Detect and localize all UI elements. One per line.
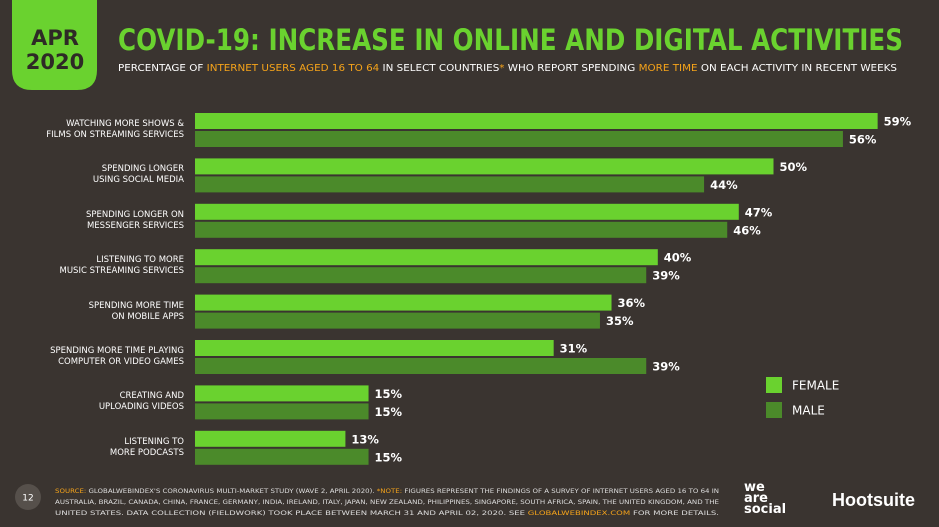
text-part: * [499,63,504,74]
value-label: 59% [884,115,912,129]
bar [195,340,554,356]
legend-label: FEMALE [792,379,839,393]
bar [195,312,600,329]
text-part: SOURCE: [55,488,86,495]
footer-line: SOURCE: GLOBALWEBINDEX'S CORONAVIRUS MUL… [55,488,719,495]
text-part: GLOBALWEBINDEX'S CORONAVIRUS MULTI-MARKE… [86,488,377,495]
legend-swatch [766,377,782,393]
page-number: 12 [22,494,33,504]
text-part: MORE TIME [639,63,698,74]
text-part: PERCENTAGE OF [118,63,207,74]
bar [195,176,705,193]
bar [195,267,647,284]
value-label: 36% [618,296,646,310]
text-part: IN SELECT COUNTRIES [379,63,499,74]
category-label: SPENDING LONGER ON MESSENGER SERVICES [85,209,184,231]
category-label: SPENDING MORE TIME ON MOBILE APPS [88,300,184,322]
bar [195,403,369,420]
value-label: 15% [375,405,403,419]
value-label: 44% [710,178,738,192]
value-label: 40% [664,251,692,265]
category-label: LISTENING TO MORE MUSIC STREAMING SERVIC… [59,255,185,277]
badge [12,0,97,90]
legend-swatch [766,402,782,418]
bar [195,358,647,374]
text-part: FOR MORE DETAILS. [630,510,719,517]
page-badge [15,484,41,510]
text-part: UNITED STATES. DATA COLLECTION (FIELDWOR… [55,510,528,517]
value-label: 31% [560,342,588,356]
value-label: 35% [606,314,634,328]
text-part: ON EACH ACTIVITY IN RECENT WEEKS [698,63,897,74]
value-label: 39% [652,360,680,374]
bar [195,430,346,447]
badge-year: 2020 [26,50,84,74]
title: COVID-19: INCREASE IN ONLINE AND DIGITAL… [118,23,903,57]
category-label: SPENDING MORE TIME PLAYING COMPUTER OR V… [50,346,184,367]
category-label: SPENDING LONGER USING SOCIAL MEDIA [92,164,184,186]
bar [195,385,369,402]
bar [195,448,369,465]
text-part: AUSTRALIA, BRAZIL, CANADA, CHINA, FRANCE… [55,499,719,506]
category-label: WATCHING MORE SHOWS & FILMS ON STREAMING… [46,119,184,140]
bar [195,203,739,220]
bar [195,294,612,311]
value-label: 15% [375,387,403,401]
text-part: FIGURES REPRESENT THE FINDINGS OF A SURV… [402,488,719,495]
legend-label: MALE [792,404,825,418]
badge-month: APR [31,26,79,50]
logo-hootsuite: Hootsuite [832,490,915,510]
category-label: CREATING AND UPLOADING VIDEOS [98,391,184,413]
value-label: 46% [733,223,761,237]
value-label: 39% [652,269,680,283]
bar [195,131,843,147]
value-label: 47% [745,205,773,219]
value-label: 50% [780,160,808,174]
text-part: WHO REPORT SPENDING [504,63,638,74]
subtitle: PERCENTAGE OF INTERNET USERS AGED 16 TO … [118,63,897,74]
footer-line: AUSTRALIA, BRAZIL, CANADA, CHINA, FRANCE… [55,499,719,506]
value-label: 13% [351,432,379,446]
bar [195,249,658,266]
bar [195,158,774,175]
text-part: INTERNET USERS AGED 16 TO 64 [207,63,380,74]
text-part: *NOTE: [377,488,402,495]
value-label: 15% [375,450,403,464]
bar [195,113,878,129]
footer-line: UNITED STATES. DATA COLLECTION (FIELDWOR… [55,510,719,517]
category-label: LISTENING TO MORE PODCASTS [109,436,184,458]
text-part: GLOBALWEBINDEX.COM [528,510,630,517]
value-label: 56% [849,133,877,147]
bar [195,221,728,238]
logo-we-are-social: we are social [744,480,787,517]
